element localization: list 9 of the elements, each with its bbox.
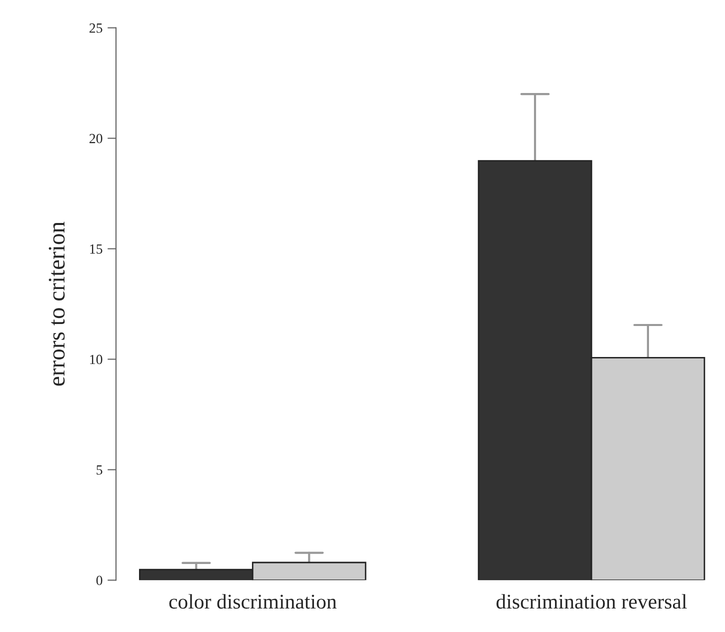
x-tick-label: color discrimination <box>169 594 337 609</box>
y-tick-label: 15 <box>90 244 102 254</box>
y-tick-label: 25 <box>90 23 102 33</box>
y-axis-title: errors to criterion <box>48 222 65 386</box>
x-tick-label: discrimination reversal <box>496 594 687 609</box>
y-tick-label: 10 <box>90 354 102 364</box>
y-tick-label: 20 <box>90 134 102 144</box>
y-tick-label: 0 <box>96 576 102 586</box>
y-tick-label: 5 <box>96 465 102 475</box>
